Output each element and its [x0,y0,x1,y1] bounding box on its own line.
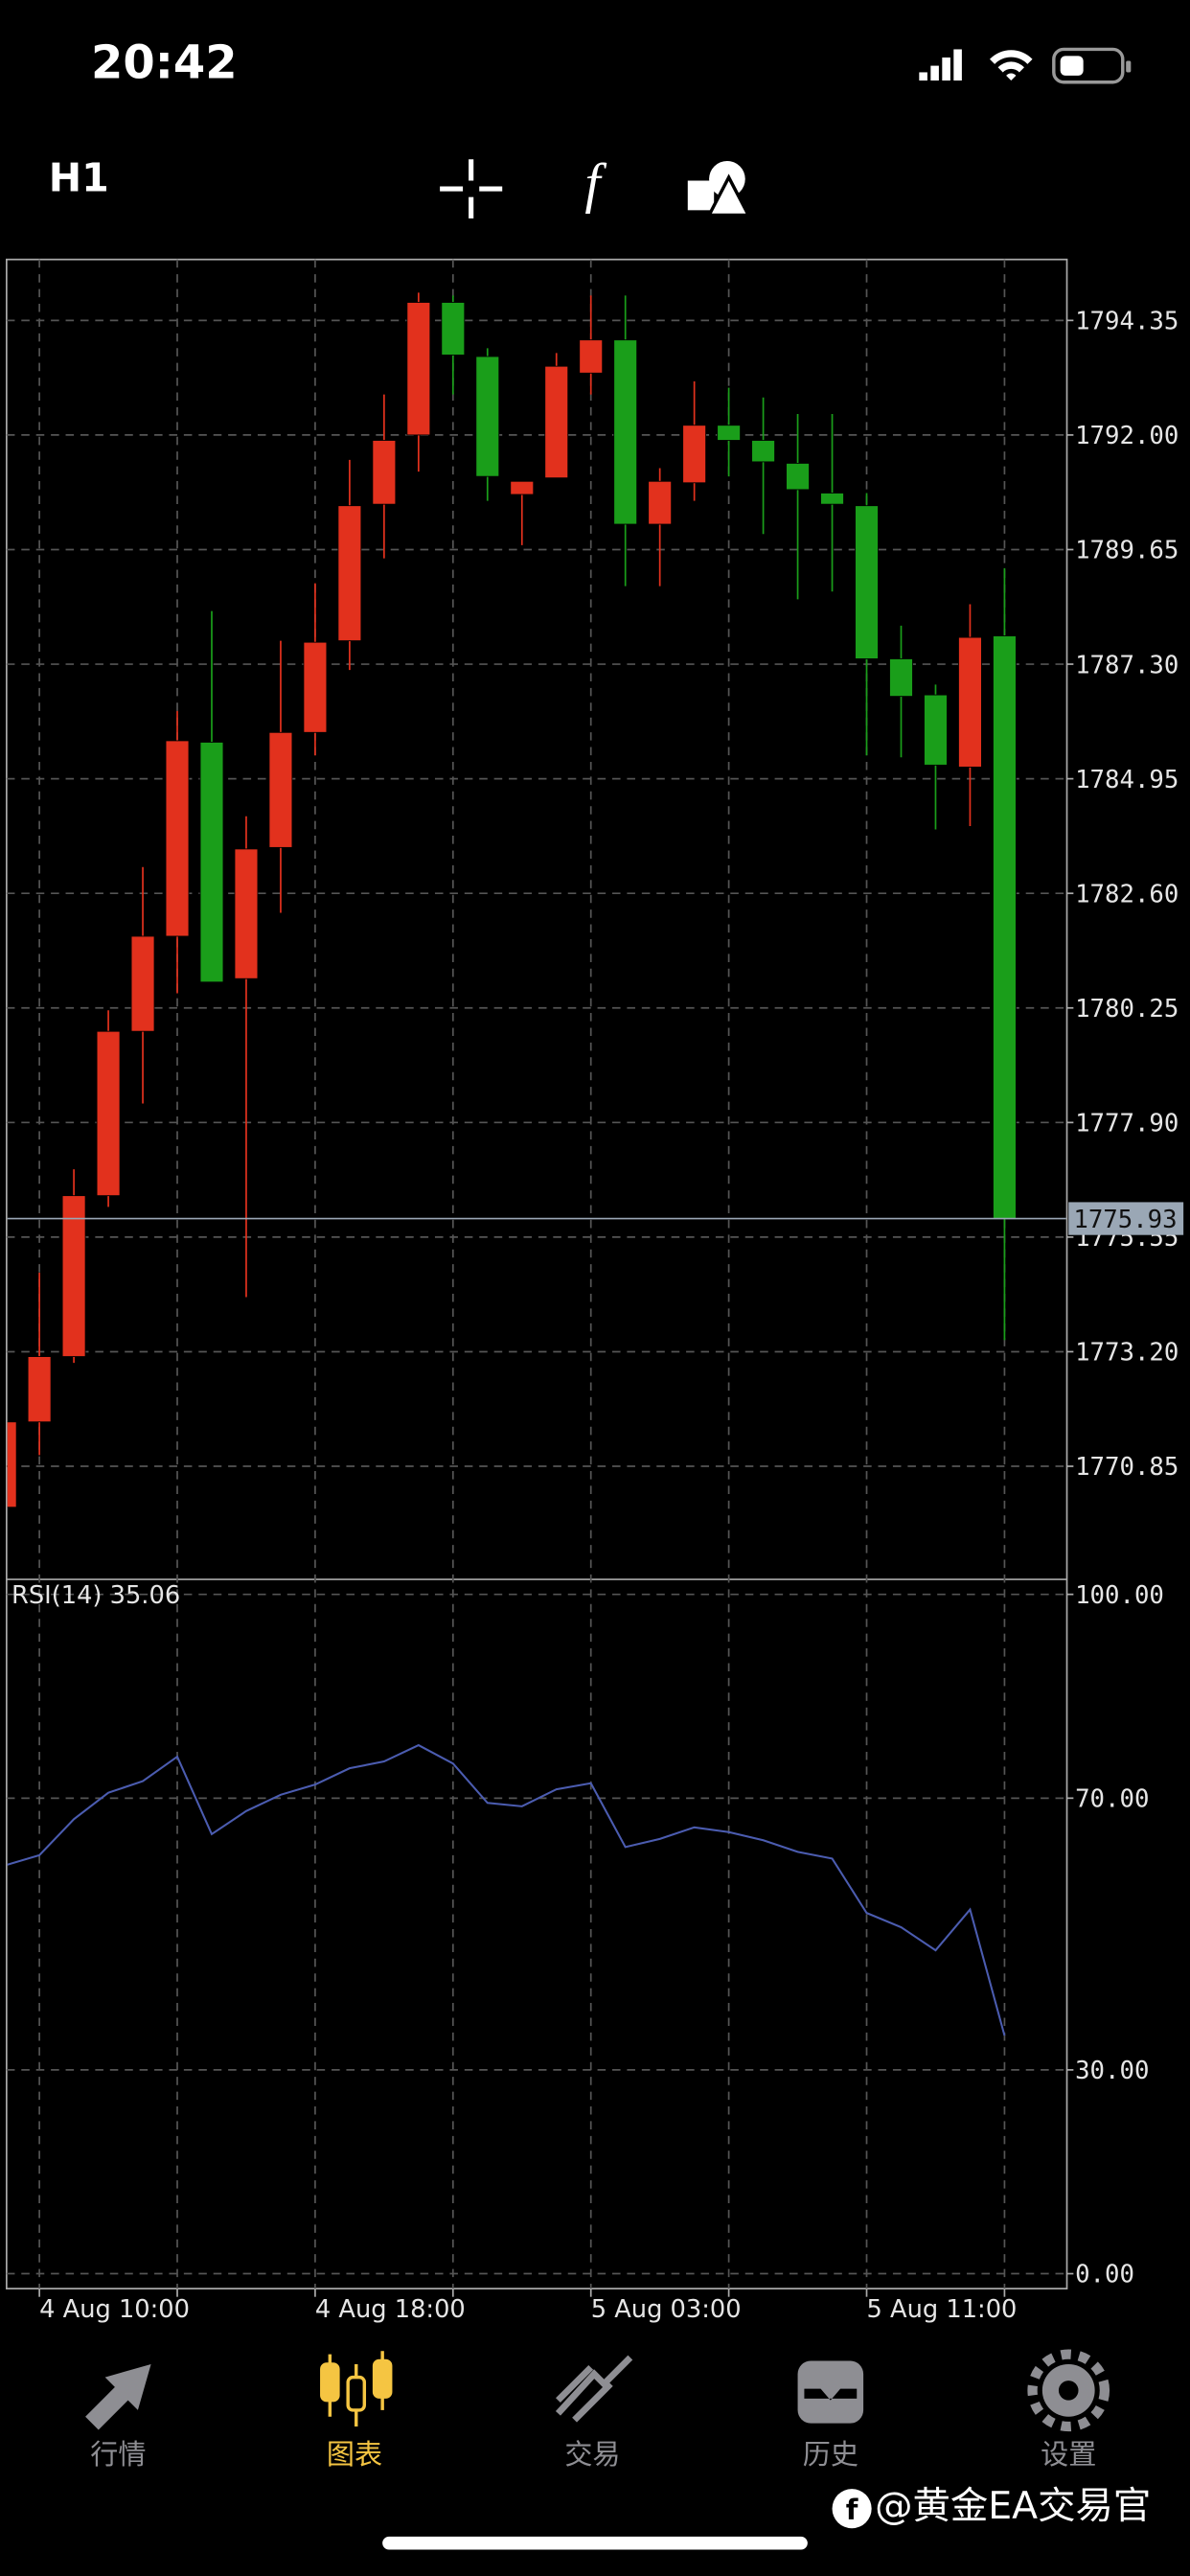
x-tick-label: 4 Aug 18:00 [315,2295,466,2324]
axes: 1794.35 1792.00 1789.65 1787.30 1784.95 1782.… [38,308,1184,2324]
tab-items: 行情 图表 交易 历史 设置 [90,2438,1096,2471]
watermark-text: @黄金EA交易官 [875,2484,1151,2528]
watermark: f @黄金EA交易官 [832,2484,1151,2529]
y-tick-label: 1773.20 [1075,1339,1179,1368]
candle-body [372,440,397,505]
candle-body [579,339,604,374]
candle-body [406,302,431,436]
candle-body [889,658,913,698]
rsi-name: RSI(14) [11,1581,102,1610]
svg-text:f: f [846,2494,858,2526]
home-indicator [382,2536,808,2550]
rsi-current: 35.06 [110,1581,181,1610]
y-tick-label: 1770.85 [1075,1453,1179,1482]
y-tick-label: 1789.65 [1075,537,1179,565]
objects-tool[interactable] [687,160,752,218]
grid [6,259,1067,2289]
candle-body [820,493,844,505]
candle-body [613,339,638,525]
candle-body [751,440,776,463]
status-icons [919,47,1132,84]
y-tick-label: 1782.60 [1075,880,1179,908]
tab-label[interactable]: 图表 [327,2438,382,2471]
rsi-title: RSI(14) 35.06 [11,1581,180,1610]
tab-label[interactable]: 设置 [1041,2438,1096,2471]
x-tick-label: 5 Aug 11:00 [867,2295,1018,2324]
candle-body [992,635,1017,1219]
indicator-tool[interactable]: f [584,151,606,214]
x-tick-label: 4 Aug 10:00 [39,2295,190,2324]
candle-body [510,480,535,495]
candle-body [544,365,569,479]
y-tick-label: 1792.00 [1075,422,1179,450]
candle-body [855,505,879,659]
y-tick-label: 1780.25 [1075,995,1179,1024]
candle-body [27,1356,52,1423]
y-tick-label: 1787.30 [1075,651,1179,679]
y-tick-label: 1794.35 [1075,308,1179,336]
candle-body [958,636,982,768]
candle-body [924,694,948,766]
candle-body [717,425,742,441]
y-tick-label: 1777.90 [1075,1110,1179,1138]
candle-body [7,1421,17,1508]
candle-body [165,740,190,937]
x-tick-label: 5 Aug 03:00 [591,2295,742,2324]
timeframe[interactable]: H1 [49,155,109,201]
candle-body [441,302,466,356]
candle-body [648,480,673,525]
tab-icons [85,2349,1110,2432]
y-tick-label: 30.00 [1075,2057,1149,2085]
y-tick-label: 1784.95 [1075,766,1179,794]
tab-bar [0,2328,1190,2576]
candle-body [337,505,362,642]
candle-body [61,1195,86,1357]
tab-label[interactable]: 交易 [564,2438,620,2471]
tab-label[interactable]: 历史 [803,2438,858,2471]
status-time: 20:42 [91,36,238,90]
crosshair-tool[interactable] [440,159,503,218]
candle-body [268,731,293,848]
candle-body [96,1030,121,1197]
candle-body [303,641,328,733]
current-price-label: 1775.93 [1073,1206,1177,1234]
tab-label[interactable]: 行情 [90,2438,146,2471]
candle-body [475,356,500,477]
candle-body [199,742,224,983]
y-tick-label: 70.00 [1075,1785,1149,1814]
rsi-panel [7,1743,1006,2036]
candle-body [786,462,810,491]
rsi-line [7,1743,1006,2036]
candle-body [234,848,259,979]
candle-body [682,425,707,484]
chart-frame [5,258,1068,2289]
price-panel [7,292,1066,1508]
y-tick-label: 0.00 [1075,2261,1134,2289]
candle-body [130,935,155,1032]
y-tick-label: 100.00 [1075,1581,1164,1610]
current-price-box [1068,1202,1184,1235]
